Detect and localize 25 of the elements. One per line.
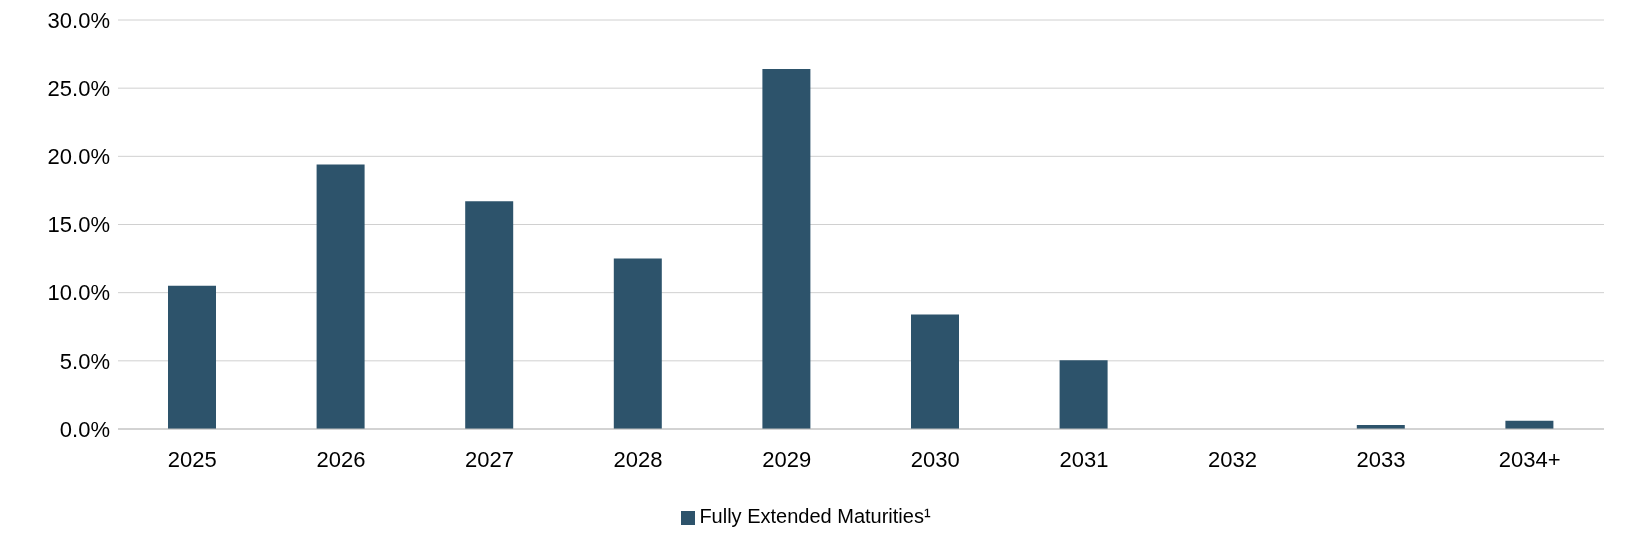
- y-tick-label: 30.0%: [47, 7, 110, 33]
- bar: [613, 258, 662, 429]
- x-tick-label: 2033: [1356, 446, 1406, 472]
- legend-label: Fully Extended Maturities¹: [699, 505, 931, 527]
- y-tick-label: 25.0%: [47, 75, 110, 101]
- x-tick-label: 2026: [316, 446, 366, 472]
- bar: [465, 201, 514, 429]
- x-tick-label: 2031: [1059, 446, 1109, 472]
- x-tick-label: 2029: [762, 446, 812, 472]
- y-tick-label: 5.0%: [59, 348, 110, 374]
- x-tick-label: 2032: [1208, 446, 1257, 472]
- bar: [316, 164, 365, 429]
- x-tick-label: 2034+: [1498, 446, 1561, 472]
- bar: [762, 69, 811, 429]
- bar: [1059, 360, 1108, 429]
- bar: [168, 285, 216, 429]
- y-tick-label: 10.0%: [47, 280, 110, 306]
- x-tick-label: 2025: [167, 446, 217, 472]
- y-tick-label: 0.0%: [59, 416, 110, 442]
- y-tick-label: 20.0%: [47, 144, 110, 170]
- x-tick-label: 2030: [910, 446, 960, 472]
- x-tick-label: 2028: [613, 446, 663, 472]
- x-tick-label: 2027: [465, 446, 514, 472]
- y-tick-label: 15.0%: [47, 212, 110, 238]
- bar: [911, 314, 959, 429]
